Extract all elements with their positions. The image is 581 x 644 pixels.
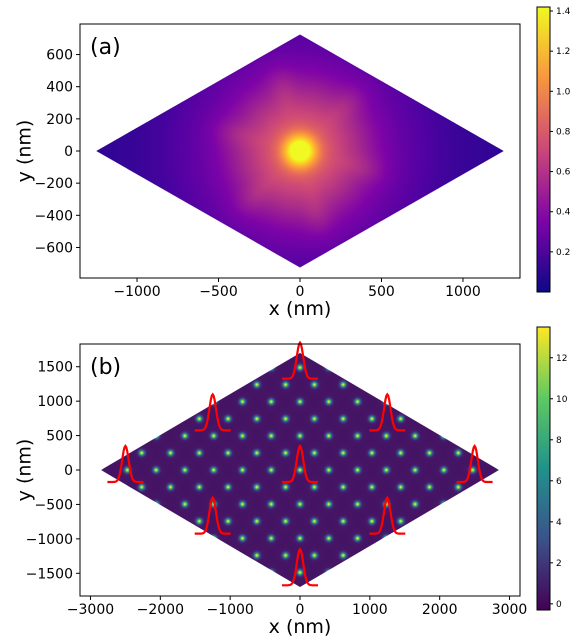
x-tick-label: 0 <box>296 284 305 300</box>
y-ticks-b: −1500 −1000 −500 0 500 1000 1500 <box>26 360 80 582</box>
gaussian-profile-marker <box>194 495 231 535</box>
panel-a: −1000 −500 0 500 1000 −600 −400 −200 0 200 400 600… <box>14 6 571 320</box>
y-tick-label: 1000 <box>37 394 73 410</box>
x-tick-label: 0 <box>296 602 305 618</box>
colorbar-tick-label: 4 <box>556 518 562 528</box>
y-tick-label: −1500 <box>26 566 73 582</box>
heatmap-a <box>96 34 504 268</box>
y-tick-label: −1000 <box>26 532 73 548</box>
x-tick-label: −2000 <box>137 602 184 618</box>
gaussian-profile-marker <box>369 495 406 535</box>
colorbar-tick-label: 6 <box>556 477 562 487</box>
y-tick-label: −200 <box>35 176 73 192</box>
gaussian-profile-marker <box>456 443 493 484</box>
x-ticks-a: −1000 −500 0 500 1000 <box>113 278 481 300</box>
x-tick-label: −3000 <box>67 602 114 618</box>
colorbar-tick-label: 1.0 <box>556 87 571 97</box>
y-tick-label: −500 <box>35 497 73 513</box>
x-tick-label: 500 <box>368 284 395 300</box>
x-tick-label: −1000 <box>206 602 253 618</box>
y-tick-label: 0 <box>64 144 73 160</box>
x-tick-label: 3000 <box>492 602 528 618</box>
panel-label-a: (a) <box>90 35 121 60</box>
panel-label-b: (b) <box>90 355 121 380</box>
colorbar-tick-label: 1.4 <box>556 7 571 17</box>
colorbar-tick-label: 0 <box>556 600 562 610</box>
x-axis-label-b: x (nm) <box>269 616 332 638</box>
colorbar-tick-label: 1.2 <box>556 47 570 57</box>
colorbar-ticks-b: 0 2 4 6 8 10 12 <box>550 354 568 610</box>
x-tick-label: 1000 <box>352 602 388 618</box>
y-tick-label: 400 <box>46 80 73 96</box>
colorbar-tick-label: 8 <box>556 436 562 446</box>
y-tick-label: −400 <box>35 208 73 224</box>
gaussian-profile-marker <box>194 392 231 432</box>
x-tick-label: 1000 <box>445 284 481 300</box>
colorbar-tick-label: 0.8 <box>556 127 571 137</box>
y-tick-label: 200 <box>46 112 73 128</box>
colorbar-tick-label: 2 <box>556 559 562 569</box>
gaussian-profile-marker <box>369 392 406 432</box>
y-ticks-a: −600 −400 −200 0 200 400 600 <box>35 48 80 256</box>
heatmap-b <box>100 352 500 588</box>
y-tick-label: 600 <box>46 48 73 64</box>
x-ticks-b: −3000 −2000 −1000 0 1000 2000 3000 <box>67 596 528 618</box>
y-axis-label-a: y (nm) <box>14 120 36 183</box>
y-tick-label: −600 <box>35 240 73 256</box>
colorbar-tick-label: 12 <box>556 354 567 364</box>
x-tick-label: −500 <box>199 284 237 300</box>
colorbar-tick-label: 0.6 <box>556 168 571 178</box>
y-axis-label-b: y (nm) <box>14 439 36 502</box>
y-tick-label: 500 <box>46 429 73 445</box>
colorbar-ticks-a: 0.2 0.4 0.6 0.8 1.0 1.2 1.4 <box>550 7 571 258</box>
x-tick-label: 2000 <box>422 602 458 618</box>
colorbar-tick-label: 0.2 <box>556 248 570 258</box>
gaussian-profile-marker <box>107 443 144 484</box>
gaussian-profile-marker <box>282 547 318 587</box>
gaussian-profile-marker <box>282 443 318 484</box>
x-tick-label: −1000 <box>113 284 160 300</box>
gaussian-profile-marker <box>282 340 318 380</box>
colorbar-tick-label: 10 <box>556 395 568 405</box>
x-axis-label-a: x (nm) <box>269 298 332 320</box>
profile-markers-b <box>107 340 493 587</box>
colorbar-tick-label: 0.4 <box>556 208 571 218</box>
colorbar-a <box>536 6 551 293</box>
colorbar-b <box>536 326 551 611</box>
panel-b: −3000 −2000 −1000 0 1000 2000 3000 −1500−1000−… <box>14 326 568 638</box>
y-tick-label: 1500 <box>37 360 73 376</box>
y-tick-label: 0 <box>64 463 73 479</box>
